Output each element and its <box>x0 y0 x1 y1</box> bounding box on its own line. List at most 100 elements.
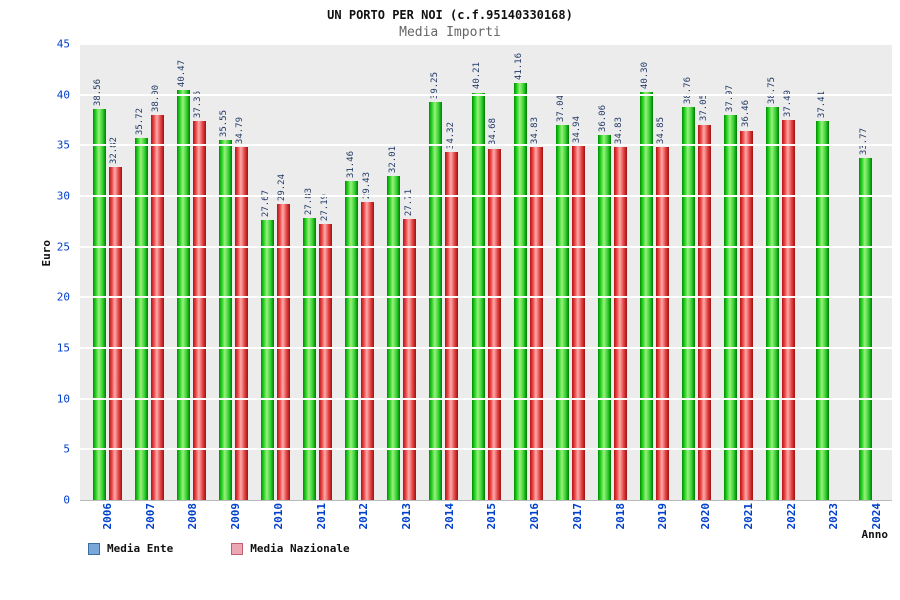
y-tick-label: 15 <box>56 341 70 355</box>
bar-group-2016: 41.16 34.83 <box>507 44 549 500</box>
bar-value-label: 40.21 <box>472 62 483 90</box>
bar-group-2012: 31.46 29.43 <box>339 44 381 500</box>
bar-2014-media-nazionale: 34.32 <box>445 122 459 500</box>
bar-value-label: 41.16 <box>514 52 525 80</box>
legend-item-media-nazionale: Media Nazionale <box>231 542 350 555</box>
bar-2017-media-nazionale: 34.94 <box>571 116 585 500</box>
bar-2011-media-nazionale: 27.19 <box>319 194 333 500</box>
x-tick-label-2021: 2021 <box>741 503 755 530</box>
x-tick-cell: 2018 <box>599 503 642 530</box>
bar-value-label: 34.68 <box>488 118 499 146</box>
bar-2013-media-nazionale: 27.71 <box>403 189 417 500</box>
y-tick-label: 30 <box>56 189 70 203</box>
x-tick-label-2016: 2016 <box>528 503 542 530</box>
bar-2014-media-ente: 39.25 <box>429 72 443 500</box>
bar-value-label: 32.01 <box>387 145 398 173</box>
bar-2010-media-ente: 27.67 <box>260 190 274 500</box>
bar-value-label: 27.19 <box>319 194 330 222</box>
bar-value-label: 34.83 <box>530 116 541 145</box>
bar-group-2020: 38.76 37.05 <box>676 44 718 500</box>
y-tick-label: 5 <box>63 442 70 456</box>
bar-group-2021: 37.97 36.46 <box>718 44 760 500</box>
y-axis: 0 5 10 15 20 25 30 35 40 45 <box>0 38 72 507</box>
x-tick-label-2014: 2014 <box>442 503 456 530</box>
legend-label-media-ente: Media Ente <box>107 542 174 555</box>
y-tick-label: 25 <box>56 240 70 254</box>
bar-2008-media-nazionale: 37.36 <box>192 91 206 500</box>
chart-subtitle: Media Importi <box>399 25 501 40</box>
x-axis-title: Anno <box>861 528 889 541</box>
gridline <box>80 448 892 451</box>
x-tick-cell: 2008 <box>171 503 214 530</box>
x-tick-label-2006: 2006 <box>100 503 114 530</box>
bar-2022-media-nazionale: 37.49 <box>782 90 796 500</box>
x-tick-label-2007: 2007 <box>143 503 157 530</box>
x-tick-cell: 2016 <box>513 503 556 530</box>
bar-2021-media-ente: 37.97 <box>724 85 738 500</box>
bar-2008-media-ente: 40.47 <box>176 60 190 500</box>
x-tick-cell: 2014 <box>428 503 471 530</box>
bar-value-label: 32.82 <box>109 137 120 165</box>
bar-value-label: 37.04 <box>556 94 567 122</box>
x-tick-label-2013: 2013 <box>400 503 413 530</box>
bar-group-2022: 38.75 37.49 <box>760 44 802 500</box>
bar-2017-media-ente: 37.04 <box>555 95 569 500</box>
x-tick-label-2022: 2022 <box>784 503 798 530</box>
x-tick-label-2017: 2017 <box>570 503 584 530</box>
plot-area: 38.5632.82 35.72 38.00 40.47 37.36 35.55 34.79… <box>80 43 892 501</box>
gridline <box>80 296 892 299</box>
x-tick-label-2010: 2010 <box>271 503 285 530</box>
bar-value-label: 27.71 <box>403 189 414 217</box>
x-tick-cell: 2019 <box>642 503 685 530</box>
gridline <box>80 347 892 350</box>
gridline <box>80 43 892 45</box>
bar-group-2015: 40.21 34.68 <box>465 44 507 500</box>
x-tick-cell: 2010 <box>257 503 300 530</box>
bar-2012-media-nazionale: 29.43 <box>361 172 375 500</box>
bar-value-label: 36.06 <box>598 104 609 132</box>
bar-value-label: 38.76 <box>682 77 693 105</box>
bar-2011-media-ente: 27.83 <box>303 188 317 500</box>
bar-2009-media-nazionale: 34.79 <box>234 117 248 500</box>
bar-2019-media-nazionale: 34.85 <box>655 117 669 500</box>
bar-2010-media-nazionale: 29.24 <box>276 174 290 500</box>
x-tick-cell: 2020 <box>684 503 727 530</box>
x-tick-cell: 2007 <box>129 503 172 530</box>
bar-value-label: 36.46 <box>740 100 751 128</box>
bar-value-label: 34.79 <box>235 117 246 145</box>
x-tick-label-2018: 2018 <box>613 503 627 530</box>
bar-value-label: 40.30 <box>640 61 651 89</box>
bar-value-label: 37.97 <box>724 85 735 113</box>
bar-2012-media-ente: 31.46 <box>345 151 359 500</box>
bars-container: 38.5632.82 35.72 38.00 40.47 37.36 35.55 34.79… <box>80 44 892 500</box>
bar-value-label: 34.85 <box>656 116 667 144</box>
bar-2009-media-ente: 35.55 <box>218 110 232 500</box>
gridline <box>80 245 892 248</box>
bar-value-label: 40.47 <box>177 59 188 87</box>
bar-value-label: 35.55 <box>219 109 230 137</box>
x-tick-cell: 2012 <box>342 503 385 530</box>
bar-value-label: 38.75 <box>766 77 777 105</box>
bar-group-2009: 35.55 34.79 <box>212 44 254 500</box>
bar-value-label: 38.00 <box>151 84 162 112</box>
y-tick-label: 0 <box>63 493 70 507</box>
bar-group-2008: 40.47 37.36 <box>170 44 212 500</box>
bar-value-label: 37.05 <box>698 94 709 122</box>
x-tick-label-2024: 2024 <box>870 503 884 530</box>
legend-swatch-media-ente-icon <box>88 542 100 555</box>
x-tick-cell: 2022 <box>770 503 813 530</box>
x-tick-label-2009: 2009 <box>229 503 243 530</box>
gridline <box>80 93 892 96</box>
gridline <box>80 144 892 147</box>
x-tick-cell: 2006 <box>86 503 129 530</box>
y-tick-label: 35 <box>56 138 70 152</box>
y-tick-label: 40 <box>56 88 70 102</box>
bar-group-2011: 27.83 27.19 <box>297 44 339 500</box>
x-tick-cell: 2021 <box>727 503 770 530</box>
bar-2007-media-ente: 35.72 <box>134 108 148 500</box>
x-tick-label-2012: 2012 <box>357 503 371 530</box>
bar-group-2006: 38.5632.82 <box>86 44 128 500</box>
bar-2007-media-nazionale: 38.00 <box>150 85 164 500</box>
gridline <box>80 397 892 400</box>
